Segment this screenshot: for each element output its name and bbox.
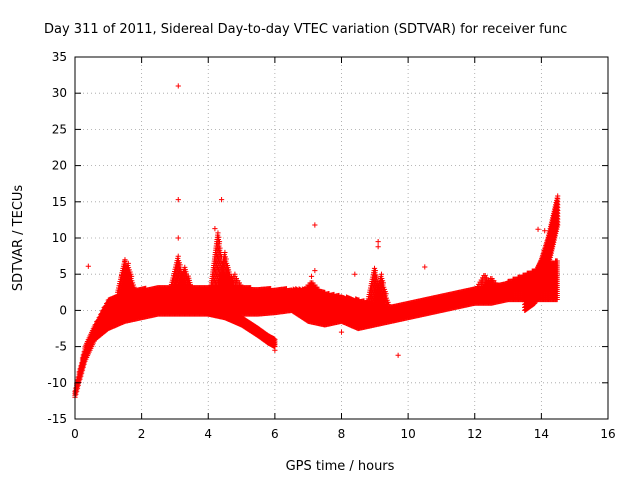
grid-lines [75, 57, 608, 419]
data-points [72, 83, 561, 400]
